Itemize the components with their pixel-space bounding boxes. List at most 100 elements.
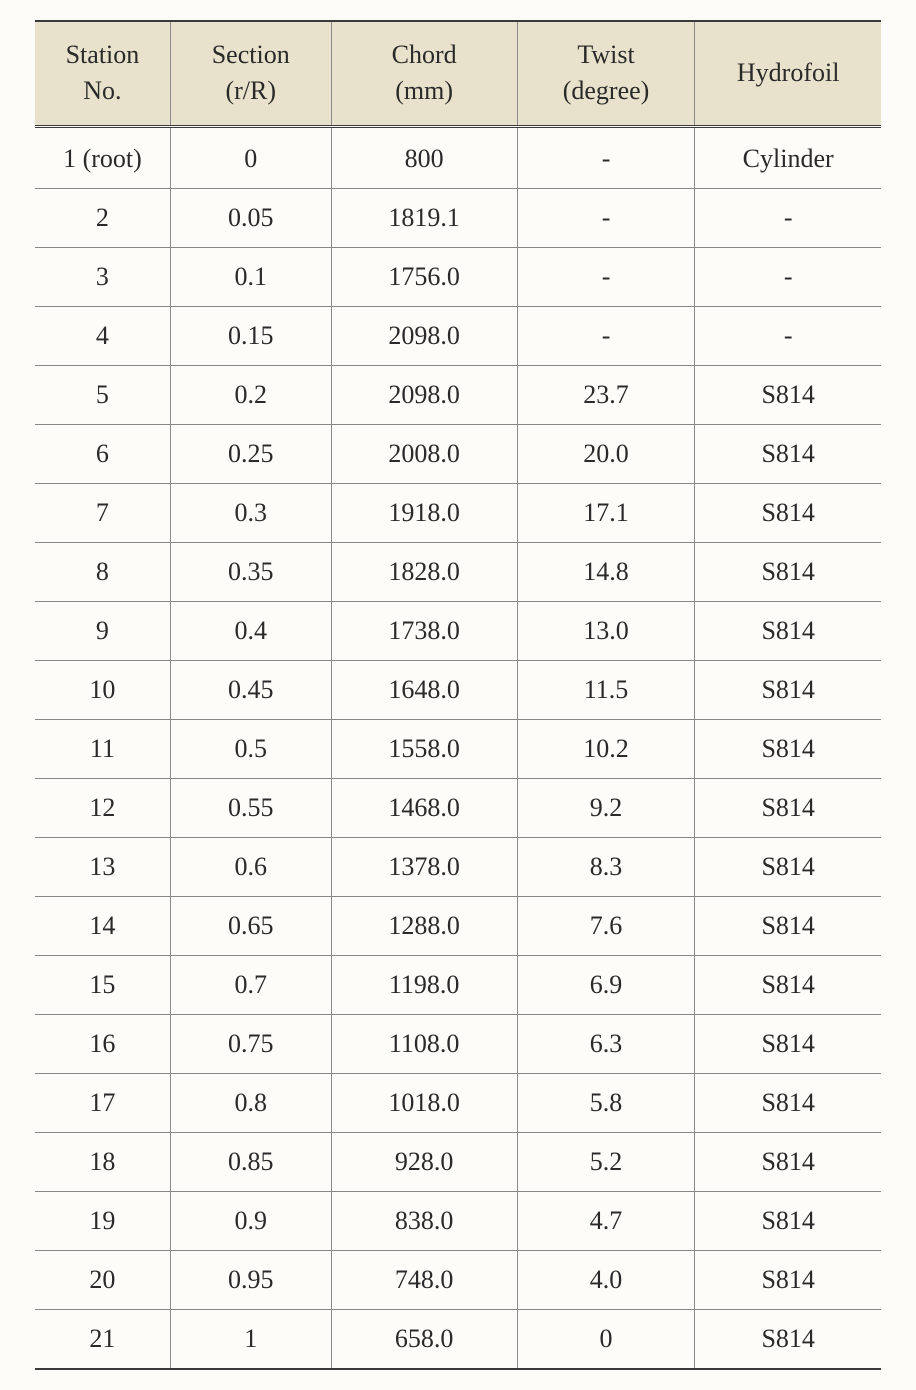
cell-station: 12	[35, 778, 170, 837]
cell-hydrofoil: -	[695, 188, 881, 247]
table-body: 1 (root)0800-Cylinder20.051819.1--30.117…	[35, 126, 881, 1369]
table-row: 110.51558.010.2S814	[35, 719, 881, 778]
cell-station: 7	[35, 483, 170, 542]
cell-section: 0.3	[170, 483, 331, 542]
cell-section: 0.95	[170, 1250, 331, 1309]
cell-hydrofoil: S814	[695, 483, 881, 542]
cell-chord: 1018.0	[331, 1073, 517, 1132]
table-row: 20.051819.1--	[35, 188, 881, 247]
cell-station: 15	[35, 955, 170, 1014]
header-text: (r/R)	[179, 73, 323, 109]
table-header-row: Station No. Section (r/R) Chord (mm) Twi…	[35, 21, 881, 126]
cell-hydrofoil: S814	[695, 424, 881, 483]
table-row: 190.9838.04.7S814	[35, 1191, 881, 1250]
cell-chord: 1756.0	[331, 247, 517, 306]
cell-chord: 1648.0	[331, 660, 517, 719]
cell-station: 9	[35, 601, 170, 660]
cell-station: 19	[35, 1191, 170, 1250]
cell-station: 20	[35, 1250, 170, 1309]
cell-twist: -	[517, 188, 695, 247]
cell-hydrofoil: S814	[695, 542, 881, 601]
table-row: 180.85928.05.2S814	[35, 1132, 881, 1191]
cell-chord: 748.0	[331, 1250, 517, 1309]
table-row: 100.451648.011.5S814	[35, 660, 881, 719]
header-text: No.	[43, 73, 162, 109]
header-chord: Chord (mm)	[331, 21, 517, 126]
cell-hydrofoil: S814	[695, 1250, 881, 1309]
cell-twist: 20.0	[517, 424, 695, 483]
cell-section: 0	[170, 126, 331, 188]
header-section: Section (r/R)	[170, 21, 331, 126]
cell-twist: 17.1	[517, 483, 695, 542]
cell-twist: 4.7	[517, 1191, 695, 1250]
cell-station: 11	[35, 719, 170, 778]
cell-hydrofoil: S814	[695, 1014, 881, 1073]
cell-twist: 5.8	[517, 1073, 695, 1132]
cell-chord: 1828.0	[331, 542, 517, 601]
header-text: Section	[179, 37, 323, 73]
cell-station: 3	[35, 247, 170, 306]
cell-station: 8	[35, 542, 170, 601]
cell-twist: 0	[517, 1309, 695, 1369]
cell-chord: 2008.0	[331, 424, 517, 483]
cell-section: 0.65	[170, 896, 331, 955]
cell-station: 6	[35, 424, 170, 483]
cell-station: 13	[35, 837, 170, 896]
cell-chord: 2098.0	[331, 306, 517, 365]
cell-station: 5	[35, 365, 170, 424]
table-row: 211658.00S814	[35, 1309, 881, 1369]
blade-geometry-table: Station No. Section (r/R) Chord (mm) Twi…	[35, 20, 881, 1370]
cell-station: 1 (root)	[35, 126, 170, 188]
cell-station: 14	[35, 896, 170, 955]
cell-hydrofoil: S814	[695, 778, 881, 837]
cell-chord: 1738.0	[331, 601, 517, 660]
cell-twist: 13.0	[517, 601, 695, 660]
cell-section: 0.25	[170, 424, 331, 483]
cell-hydrofoil: S814	[695, 1073, 881, 1132]
table-row: 1 (root)0800-Cylinder	[35, 126, 881, 188]
cell-chord: 1288.0	[331, 896, 517, 955]
cell-section: 1	[170, 1309, 331, 1369]
cell-chord: 1558.0	[331, 719, 517, 778]
cell-twist: 14.8	[517, 542, 695, 601]
cell-section: 0.45	[170, 660, 331, 719]
cell-twist: 23.7	[517, 365, 695, 424]
table-row: 80.351828.014.8S814	[35, 542, 881, 601]
cell-section: 0.35	[170, 542, 331, 601]
cell-twist: 11.5	[517, 660, 695, 719]
cell-station: 10	[35, 660, 170, 719]
cell-hydrofoil: S814	[695, 1132, 881, 1191]
header-text: Hydrofoil	[703, 55, 873, 91]
cell-twist: 4.0	[517, 1250, 695, 1309]
cell-twist: 8.3	[517, 837, 695, 896]
cell-chord: 1198.0	[331, 955, 517, 1014]
cell-hydrofoil: S814	[695, 365, 881, 424]
table-row: 40.152098.0--	[35, 306, 881, 365]
header-station: Station No.	[35, 21, 170, 126]
cell-hydrofoil: -	[695, 306, 881, 365]
cell-hydrofoil: S814	[695, 1191, 881, 1250]
cell-twist: -	[517, 306, 695, 365]
cell-hydrofoil: S814	[695, 719, 881, 778]
cell-section: 0.75	[170, 1014, 331, 1073]
cell-section: 0.9	[170, 1191, 331, 1250]
cell-twist: 6.9	[517, 955, 695, 1014]
table-row: 70.31918.017.1S814	[35, 483, 881, 542]
header-twist: Twist (degree)	[517, 21, 695, 126]
cell-section: 0.55	[170, 778, 331, 837]
cell-twist: 9.2	[517, 778, 695, 837]
cell-chord: 838.0	[331, 1191, 517, 1250]
cell-hydrofoil: Cylinder	[695, 126, 881, 188]
cell-chord: 1918.0	[331, 483, 517, 542]
cell-chord: 1108.0	[331, 1014, 517, 1073]
cell-station: 21	[35, 1309, 170, 1369]
cell-section: 0.4	[170, 601, 331, 660]
table-row: 140.651288.07.6S814	[35, 896, 881, 955]
cell-chord: 928.0	[331, 1132, 517, 1191]
cell-chord: 2098.0	[331, 365, 517, 424]
cell-hydrofoil: S814	[695, 1309, 881, 1369]
cell-chord: 1468.0	[331, 778, 517, 837]
cell-section: 0.2	[170, 365, 331, 424]
cell-chord: 658.0	[331, 1309, 517, 1369]
cell-chord: 1819.1	[331, 188, 517, 247]
